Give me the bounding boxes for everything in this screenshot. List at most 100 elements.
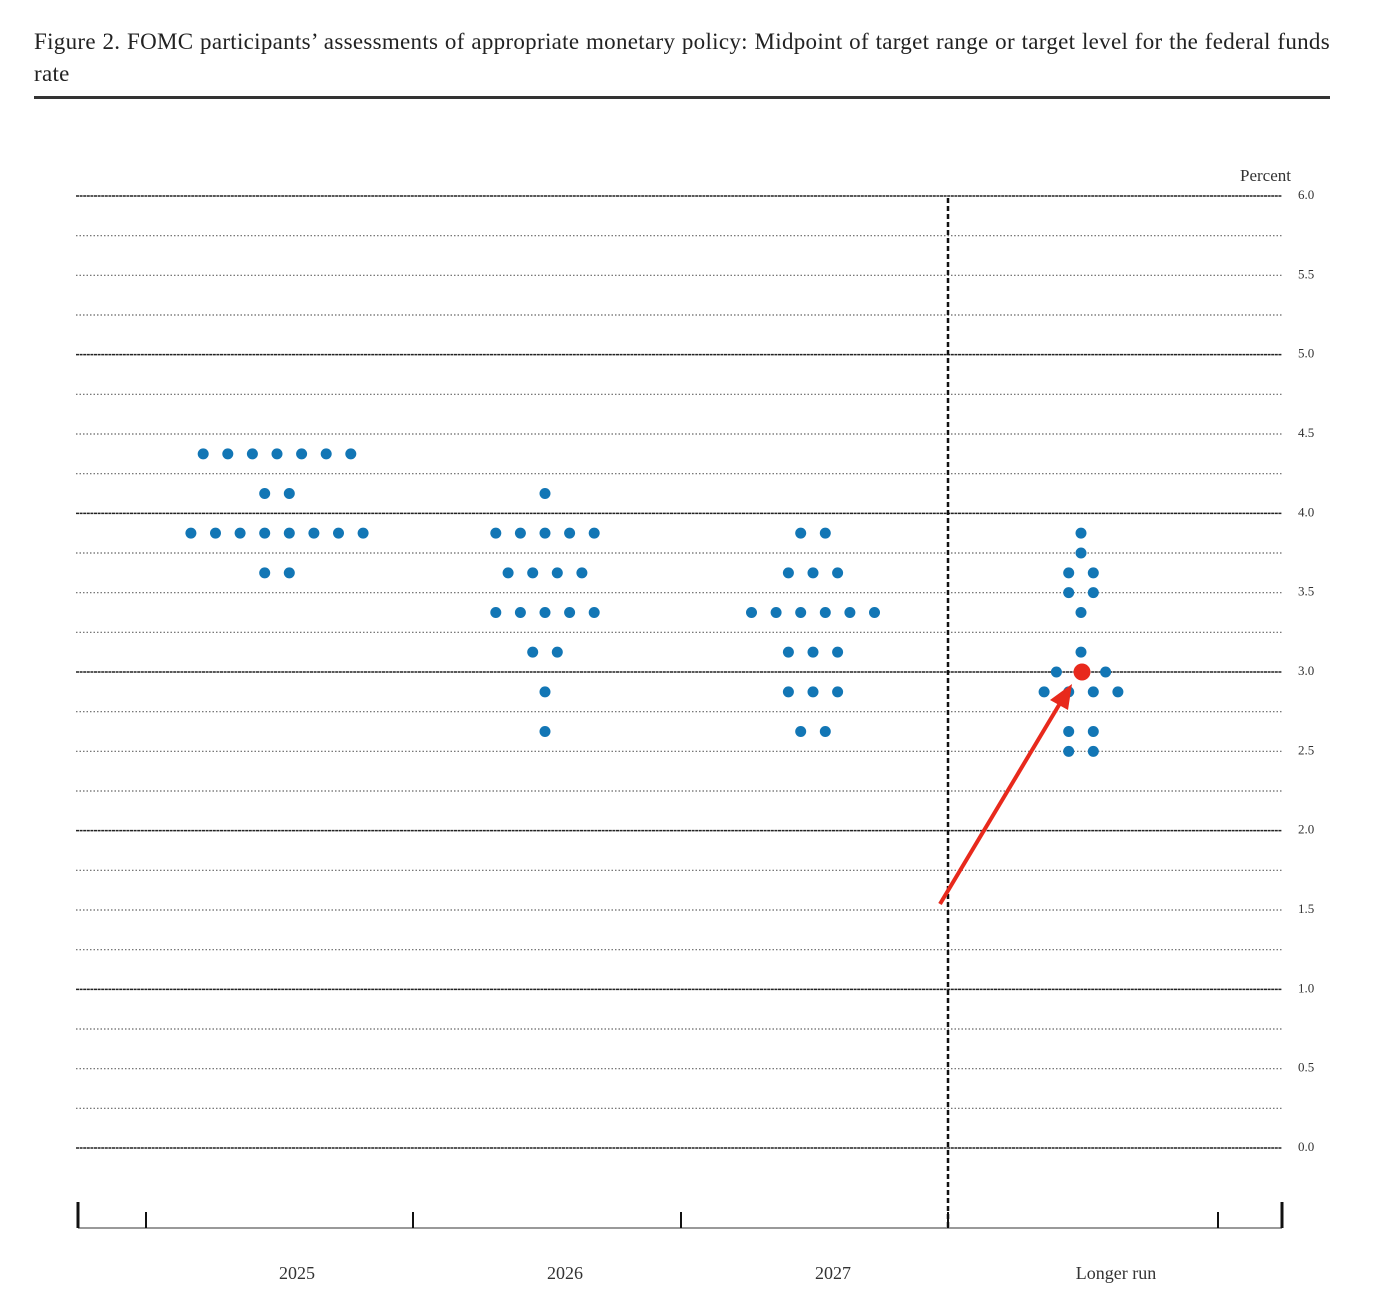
dot [1075,527,1087,539]
dot [869,607,880,618]
dot [782,567,794,579]
dot [296,448,308,460]
dot [832,646,844,658]
dot [770,607,782,618]
dot [1075,547,1087,559]
dot [490,607,502,618]
figure-title: Figure 2. FOMC participants’ assessments… [34,29,1330,86]
dot [551,567,563,579]
dot [588,607,600,618]
dot [819,527,831,539]
dot [1038,686,1050,698]
y-tick-label: 6.0 [1298,187,1314,202]
dot [782,646,794,658]
dot [210,527,221,539]
dot [539,527,551,539]
highlight-dot [1073,663,1091,681]
dot [357,527,369,539]
dot [1075,646,1087,658]
dot [844,607,856,618]
dot [283,488,295,499]
dots [185,448,1124,757]
dot [1050,666,1062,678]
dot [588,527,600,539]
y-tick-label: 3.0 [1298,663,1314,678]
dot [345,448,357,460]
dot [539,686,551,698]
x-tick-label: 2027 [815,1263,851,1283]
dot [197,448,209,460]
dot [490,527,502,539]
dot [527,646,539,658]
y-tick-label: 4.0 [1298,504,1314,519]
y-tick-label: 0.5 [1298,1060,1314,1075]
title-rule [34,96,1330,99]
y-tick-label: 0.0 [1298,1139,1314,1154]
dot [234,527,246,539]
dot [1112,686,1124,698]
x-tick-label: Longer run [1076,1263,1156,1283]
dot [819,726,831,737]
dot [1087,686,1099,698]
dot [795,527,807,539]
y-tick-label: 2.0 [1298,822,1314,837]
dot [283,567,295,579]
dot [1087,587,1099,599]
dot [832,567,844,579]
dot [1087,726,1099,737]
dot [564,527,576,539]
dot [514,607,526,618]
dot [539,488,551,499]
dot [1063,587,1075,599]
dot [576,567,588,579]
x-axis-ticks [76,1202,1284,1228]
y-tick-label: 5.0 [1298,346,1314,361]
dot [308,527,320,539]
dot [271,448,283,460]
y-axis-label: Percent [1240,166,1291,185]
dot [1087,567,1099,579]
dot [527,567,539,579]
dot [551,646,563,658]
dot [539,726,551,737]
dot [807,646,819,658]
dot [807,567,819,579]
dot [283,527,295,539]
dot [185,527,197,539]
dot [1063,567,1075,579]
annotation-arrow [938,698,1064,906]
dot [514,527,526,539]
dot [746,607,757,618]
x-tick-label: 2025 [279,1263,315,1283]
y-tick-label: 2.5 [1298,742,1314,757]
annotation [938,663,1091,906]
dot [502,567,514,579]
y-tick-label: 1.0 [1298,980,1314,995]
dot [782,686,794,698]
dot [259,567,271,579]
dot [333,527,344,539]
dot [832,686,844,698]
y-tick-label: 1.5 [1298,901,1314,916]
dot [1087,745,1099,757]
dot [564,607,576,618]
dot [1063,745,1075,757]
dot [795,607,807,618]
dot [259,488,271,499]
arrow-head [1050,684,1072,710]
dot [259,527,271,539]
dot [819,607,831,618]
y-tick-label: 5.5 [1298,266,1314,281]
dot [246,448,258,460]
dot [320,448,332,460]
x-tick-label: 2026 [547,1263,583,1283]
dot [795,726,807,737]
y-tick-label: 3.5 [1298,584,1314,599]
y-tick-label: 4.5 [1298,425,1314,440]
dot [539,607,551,618]
dot [807,686,819,698]
dot [1075,607,1087,618]
dot [1063,726,1075,737]
